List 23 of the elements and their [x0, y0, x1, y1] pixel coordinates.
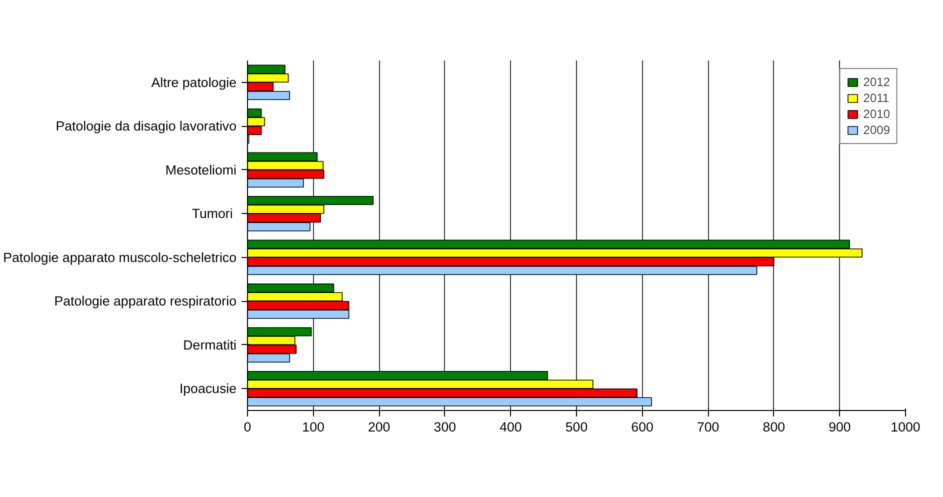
y-tick-label: Tumori — [192, 206, 233, 222]
x-tick-label: 500 — [565, 420, 588, 434]
legend-label: 2010 — [863, 107, 890, 121]
x-tick-label: 200 — [368, 420, 390, 434]
y-tick-label: Dermatiti — [183, 337, 237, 352]
x-tick-label: 0 — [244, 420, 252, 434]
legend-label: 2009 — [863, 123, 890, 137]
y-tick-label: Mesoteliomi — [165, 162, 237, 178]
legend-label: 2012 — [863, 75, 890, 89]
x-tick-label: 400 — [500, 420, 522, 434]
x-tick-label: 700 — [696, 420, 720, 434]
y-tick-label: Altre patologie — [151, 74, 237, 90]
x-tick-label: 600 — [631, 420, 654, 434]
x-tick-label: 100 — [302, 420, 324, 434]
legend-label: 2011 — [863, 91, 890, 105]
y-tick-label: Patologie da disagio lavorativo — [56, 118, 237, 134]
y-tick-label: Patologie apparato respiratorio — [54, 294, 237, 309]
x-tick-label: 800 — [762, 420, 786, 434]
y-tick-label: Patologie apparato muscolo-scheletrico — [3, 250, 236, 265]
x-tick-label: 900 — [828, 420, 851, 434]
x-tick-label: 300 — [434, 420, 456, 434]
y-tick-label: Ipoacusie — [179, 381, 237, 396]
x-tick-label: 1000 — [890, 420, 920, 434]
